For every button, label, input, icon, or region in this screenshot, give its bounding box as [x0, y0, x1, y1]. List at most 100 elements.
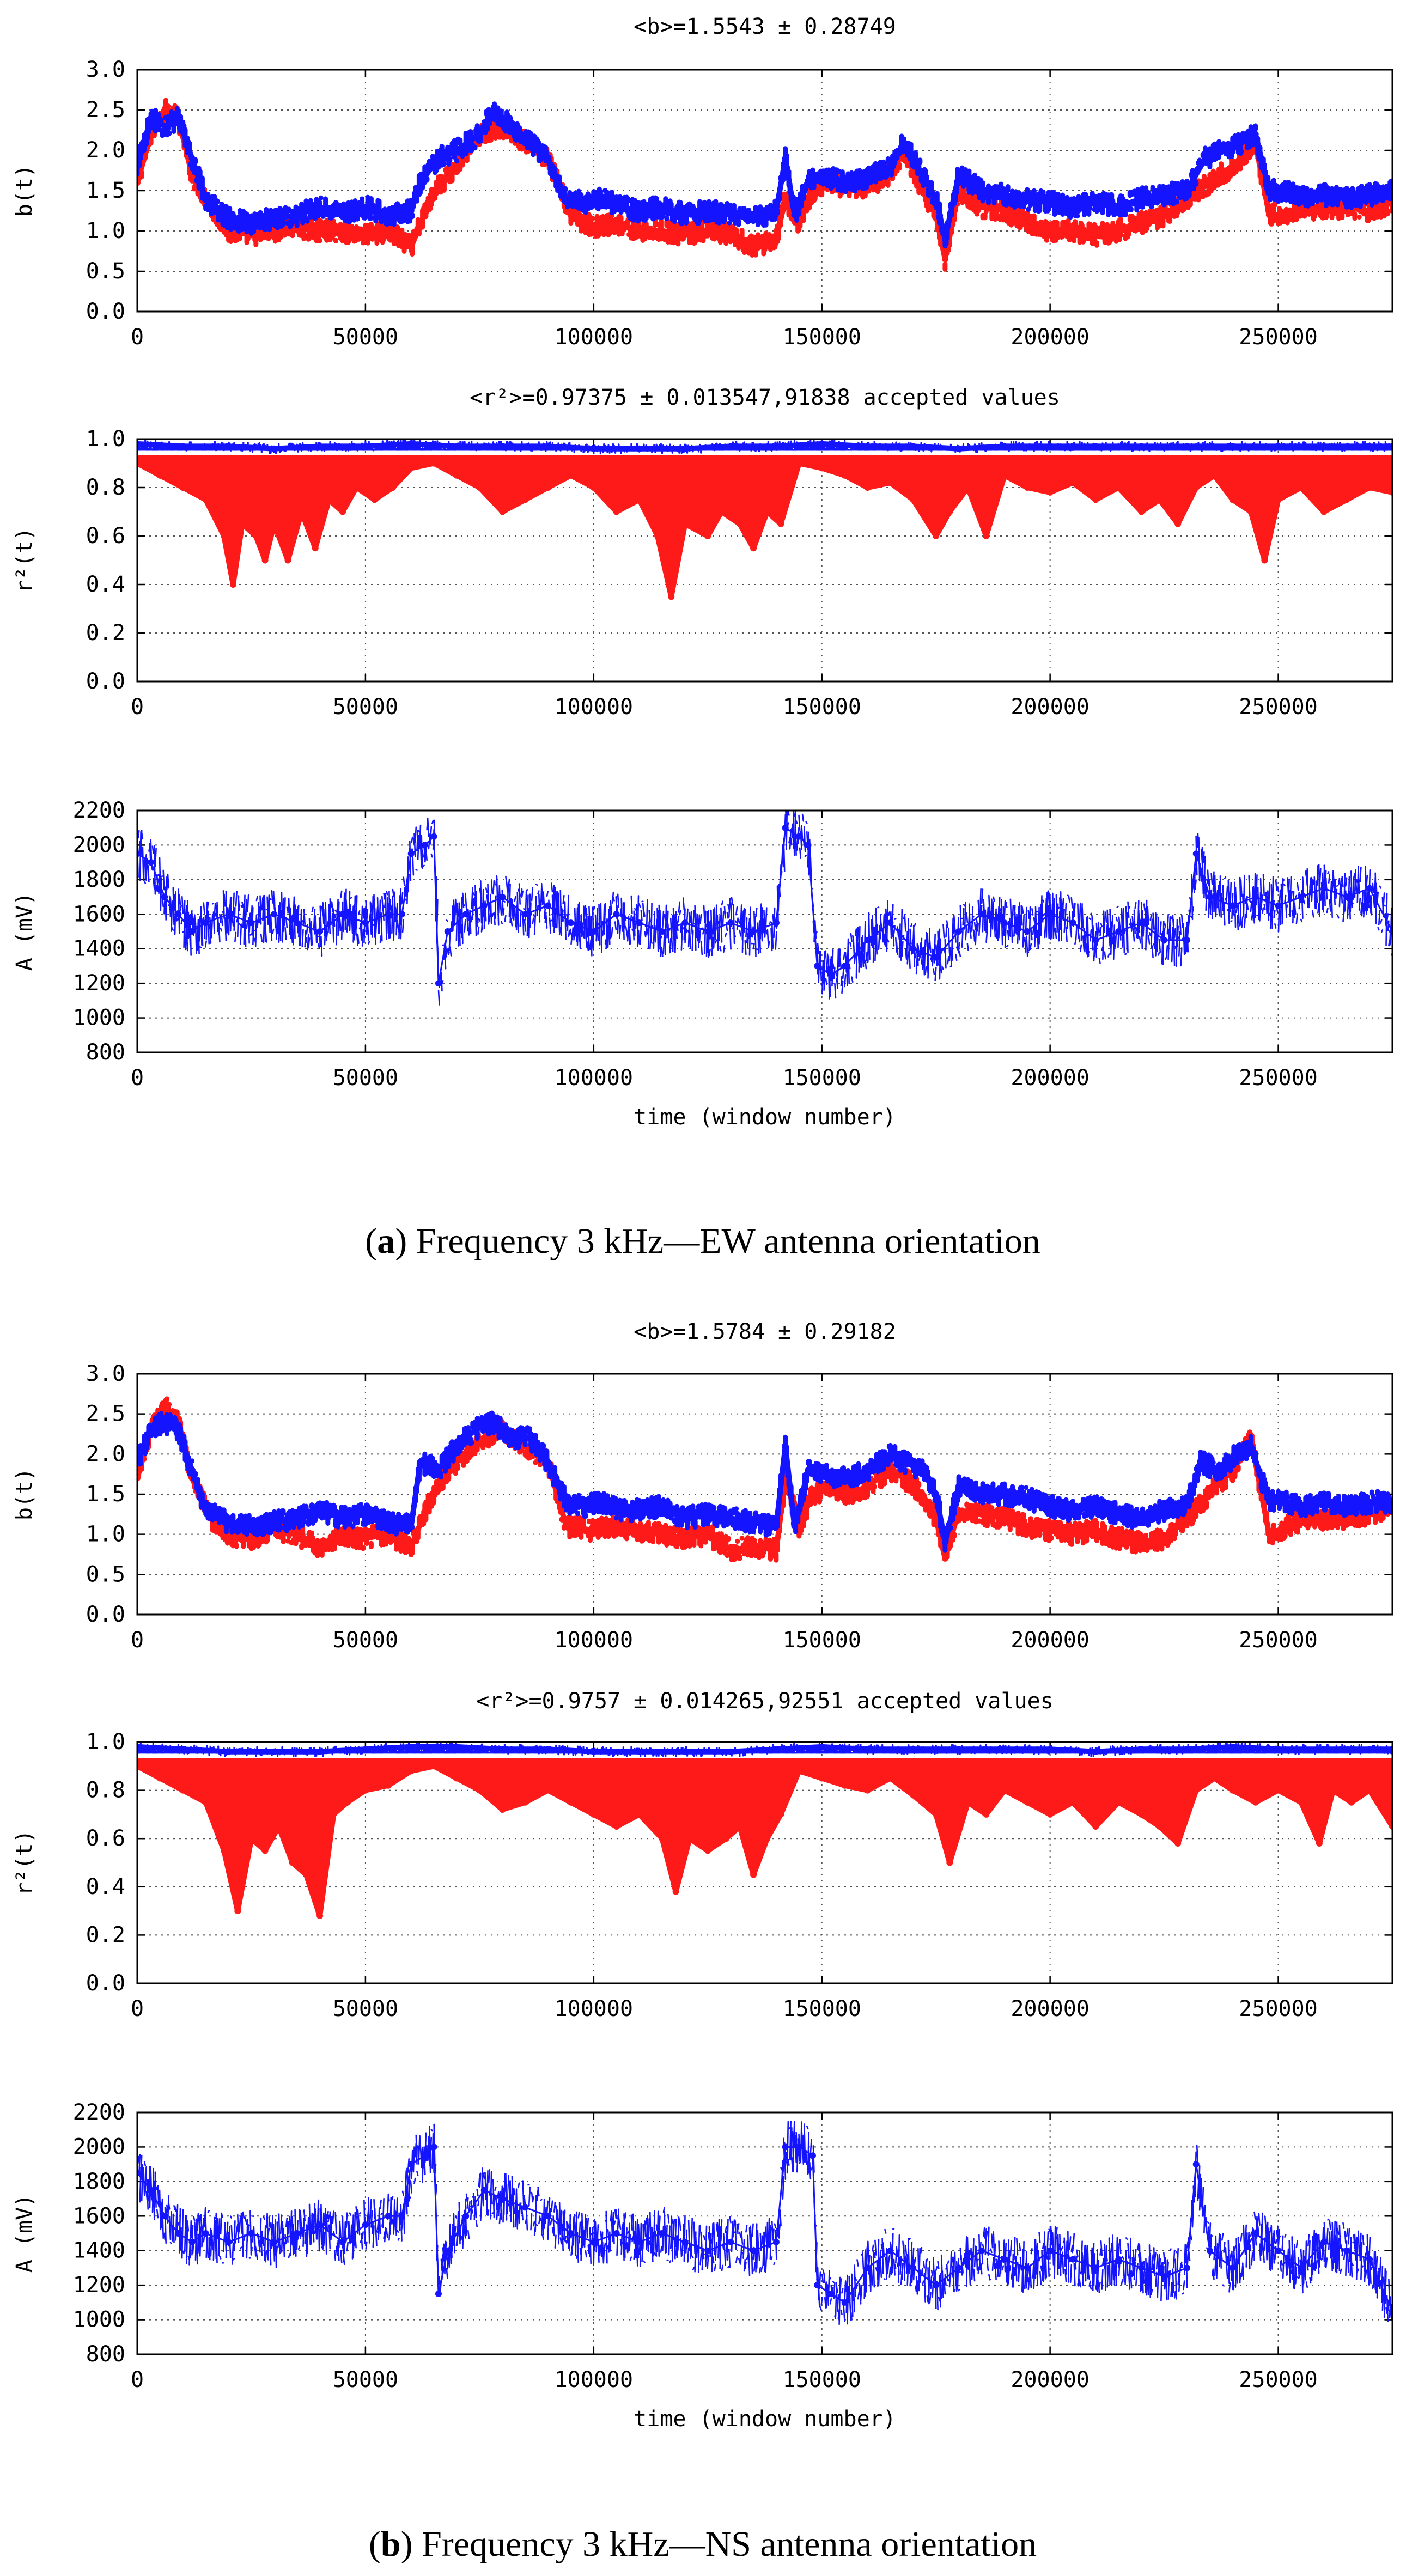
y-tick-label: 2.0: [86, 1441, 125, 1466]
x-tick-label: 200000: [1011, 325, 1090, 350]
y-tick-label: 0.6: [86, 523, 125, 549]
x-tick-label: 150000: [782, 2367, 861, 2392]
y-tick-label: 3.0: [86, 1361, 125, 1386]
y-tick-label: 1200: [73, 2273, 125, 2298]
x-tick-label: 50000: [333, 1996, 398, 2021]
series-blue: [137, 811, 1392, 1006]
y-tick-label: 1000: [73, 1006, 125, 1031]
y-tick-label: 1800: [73, 2169, 125, 2194]
y-tick-label: 1600: [73, 902, 125, 927]
series-line: [137, 107, 1392, 262]
plot-frame: [136, 1741, 1393, 1984]
plot-data: [137, 1742, 1392, 1919]
x-tick-label: 250000: [1239, 2367, 1318, 2392]
x-tick-label: 100000: [555, 2367, 634, 2392]
x-tick-label: 150000: [782, 695, 861, 720]
y-tick-label: 3.0: [86, 57, 125, 82]
x-tick-label: 0: [131, 2367, 144, 2392]
plot-data: [137, 811, 1392, 1006]
x-tick-label: 250000: [1239, 1628, 1318, 1653]
plot-data: [137, 2120, 1392, 2325]
x-tick-label: 200000: [1011, 1628, 1090, 1653]
x-tick-label: 150000: [782, 1996, 861, 2021]
plot-data: [137, 98, 1392, 272]
series-red: [137, 455, 1392, 600]
x-tick-label: 50000: [333, 2367, 398, 2392]
plot-frame: [136, 1373, 1393, 1616]
x-tick-label: 100000: [555, 1065, 634, 1091]
series-texture: [137, 1758, 1392, 1917]
x-tick-label: 250000: [1239, 325, 1318, 350]
x-tick-label: 50000: [333, 695, 398, 720]
y-tick-label: 0.0: [86, 1971, 125, 1996]
plot-b-b-values: <b>=1.5784 ± 0.29182 0.0 0.5 1.0 1.5 2.0 2.5 3.…: [12, 1319, 1393, 1653]
y-axis-label: r²(t): [12, 527, 37, 593]
y-tick-label: 1.0: [86, 218, 125, 243]
series-line: [137, 441, 1392, 452]
x-tick-label: 250000: [1239, 1065, 1318, 1091]
series-red: [137, 1758, 1392, 1919]
y-axis-label: r²(t): [12, 1830, 37, 1895]
series-red: [137, 98, 1392, 272]
y-tick-label: 1400: [73, 936, 125, 961]
y-tick-label: 0.0: [86, 669, 125, 694]
y-tick-label: 1.0: [86, 427, 125, 452]
x-tick-label: 50000: [333, 1628, 398, 1653]
series-texture: [137, 811, 1392, 1006]
y-tick-label: 2000: [73, 832, 125, 857]
series-line: [137, 460, 1392, 600]
x-tick-label: 150000: [782, 1628, 861, 1653]
y-axis-label: A (mV): [12, 892, 37, 971]
x-tick-label: 50000: [333, 325, 398, 350]
y-tick-label: 1.0: [86, 1522, 125, 1547]
y-tick-label: 2.0: [86, 138, 125, 163]
y-tick-label: 0.4: [86, 572, 125, 597]
x-tick-label: 50000: [333, 1065, 398, 1091]
x-tick-label: 200000: [1011, 695, 1090, 720]
caption-a: (a) Frequency 3 kHz—EW antenna orientati…: [365, 1221, 1040, 1261]
series-blue: [137, 1410, 1392, 1553]
series-blue: [137, 2120, 1392, 2325]
x-tick-label: 100000: [555, 695, 634, 720]
y-tick-label: 1200: [73, 971, 125, 996]
y-tick-label: 1600: [73, 2203, 125, 2228]
x-tick-label: 0: [131, 325, 144, 350]
plot-b-r2-values: <r²>=0.9757 ± 0.014265,92551 accepted va…: [12, 1689, 1393, 2021]
x-tick-label: 0: [131, 1996, 144, 2021]
plot-a-b-values: <b>=1.5543 ± 0.28749 0.0 0.5 1.0 1.5 2.0 2.5 3.…: [12, 14, 1393, 350]
y-axis-label: b(t): [12, 165, 37, 217]
series-line: [137, 1419, 1392, 1545]
y-tick-label: 0.5: [86, 259, 125, 284]
x-tick-label: 150000: [782, 1065, 861, 1091]
x-tick-label: 100000: [555, 325, 634, 350]
x-tick-label: 100000: [555, 1996, 634, 2021]
y-axis-label: b(t): [12, 1468, 37, 1520]
series-texture: [137, 1410, 1392, 1553]
series-line: [137, 107, 1392, 242]
chart-title: <r²>=0.97375 ± 0.013547,91838 accepted v…: [470, 385, 1060, 410]
x-axis-label: time (window number): [634, 2407, 896, 2432]
y-tick-label: 2200: [73, 798, 125, 823]
chart-title: <r²>=0.9757 ± 0.014265,92551 accepted va…: [476, 1689, 1054, 1714]
caption-b-text: Frequency 3 kHz—NS antenna orientation: [413, 2524, 1037, 2564]
x-tick-label: 250000: [1239, 1996, 1318, 2021]
series-blue: [137, 439, 1392, 455]
y-tick-label: 0.5: [86, 1562, 125, 1587]
y-tick-label: 0.2: [86, 1922, 125, 1947]
y-tick-label: 1400: [73, 2238, 125, 2263]
y-axis-label: A (mV): [12, 2194, 37, 2273]
x-tick-label: 0: [131, 1065, 144, 1091]
plot-frame: [136, 69, 1393, 313]
x-tick-label: 200000: [1011, 1065, 1090, 1091]
series-line: [137, 2146, 1392, 2312]
x-tick-label: 200000: [1011, 2367, 1090, 2392]
chart-title: <b>=1.5784 ± 0.29182: [634, 1319, 896, 1344]
x-tick-label: 200000: [1011, 1996, 1090, 2021]
x-axis-label: time (window number): [634, 1105, 896, 1130]
x-tick-label: 250000: [1239, 695, 1318, 720]
y-tick-label: 0.8: [86, 475, 125, 500]
y-tick-label: 1.5: [86, 1482, 125, 1507]
series-line: [137, 1763, 1392, 1919]
y-tick-label: 0.4: [86, 1874, 125, 1899]
